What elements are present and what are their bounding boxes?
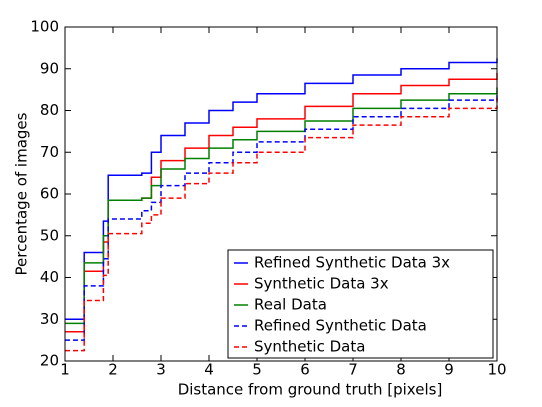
x-tick-label: 3 — [156, 361, 166, 379]
series-line — [65, 97, 498, 352]
x-tick-label: 2 — [108, 361, 118, 379]
legend-label: Synthetic Data — [254, 338, 365, 356]
series-line — [65, 91, 498, 341]
y-axis-label: Percentage of images — [13, 112, 31, 275]
x-tick-label: 10 — [487, 361, 506, 379]
x-tick-label: 7 — [348, 361, 358, 379]
x-tick-label: 8 — [396, 361, 406, 379]
y-tick-label: 50 — [40, 226, 59, 244]
legend-label: Real Data — [254, 296, 327, 314]
y-tick-label: 90 — [40, 59, 59, 77]
x-axis-label: Distance from ground truth [pixels] — [178, 381, 443, 399]
y-tick-label: 80 — [40, 101, 59, 119]
y-tick-label: 100 — [30, 18, 59, 36]
x-tick-label: 5 — [252, 361, 262, 379]
x-tick-label: 9 — [444, 361, 454, 379]
x-tick-label: 6 — [300, 361, 310, 379]
legend-box — [227, 249, 494, 359]
x-tick-label: 4 — [204, 361, 214, 379]
y-tick-label: 20 — [40, 352, 59, 370]
y-tick-label: 70 — [40, 143, 59, 161]
legend-label: Refined Synthetic Data — [254, 317, 427, 335]
x-tick-label: 1 — [60, 361, 70, 379]
legend-label: Synthetic Data 3x — [254, 275, 389, 293]
y-tick-label: 60 — [40, 185, 59, 203]
y-tick-label: 30 — [40, 310, 59, 328]
y-tick-label: 40 — [40, 268, 59, 286]
legend-label: Refined Synthetic Data 3x — [254, 254, 450, 272]
plot-frame — [64, 26, 498, 362]
